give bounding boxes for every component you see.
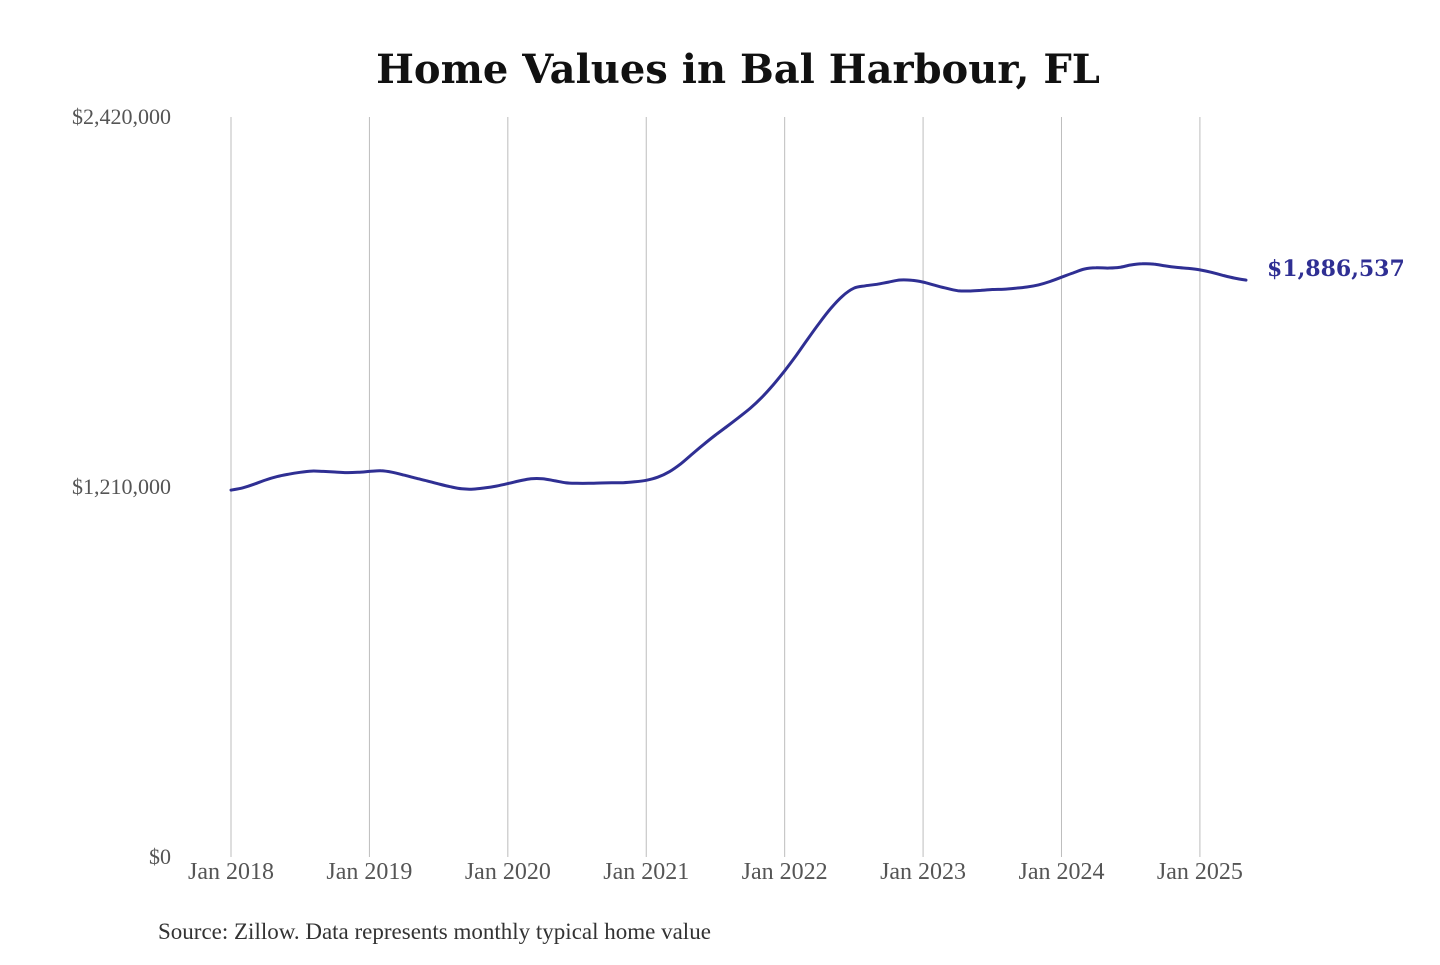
- x-tick-label: Jan 2020: [465, 859, 551, 885]
- x-tick-label: Jan 2022: [742, 859, 828, 885]
- series-line: [229, 262, 1248, 492]
- last-value-label: $1,886,537: [1267, 256, 1405, 282]
- x-tick-label: Jan 2021: [603, 859, 689, 885]
- x-tick-label: Jan 2019: [326, 859, 412, 885]
- y-tick-label: $1,210,000: [72, 474, 171, 499]
- source-note: Source: Zillow. Data represents monthly …: [158, 919, 711, 944]
- chart-title: Home Values in Bal Harbour, FL: [376, 46, 1100, 93]
- x-tick-label: Jan 2023: [880, 859, 966, 885]
- y-tick-label: $2,420,000: [72, 104, 171, 129]
- grid-lines: [230, 117, 1201, 857]
- x-tick-label: Jan 2025: [1157, 859, 1243, 885]
- series-layer: [229, 262, 1248, 492]
- x-tick-label: Jan 2018: [188, 859, 274, 885]
- y-tick-label: $0: [149, 844, 171, 869]
- x-axis-ticks: Jan 2018 Jan 2019 Jan 2020 Jan 2021 Jan 2022…: [188, 859, 1243, 885]
- y-axis-ticks: $0 $1,210,000 $2,420,000: [72, 104, 171, 869]
- x-tick-label: Jan 2024: [1018, 859, 1104, 885]
